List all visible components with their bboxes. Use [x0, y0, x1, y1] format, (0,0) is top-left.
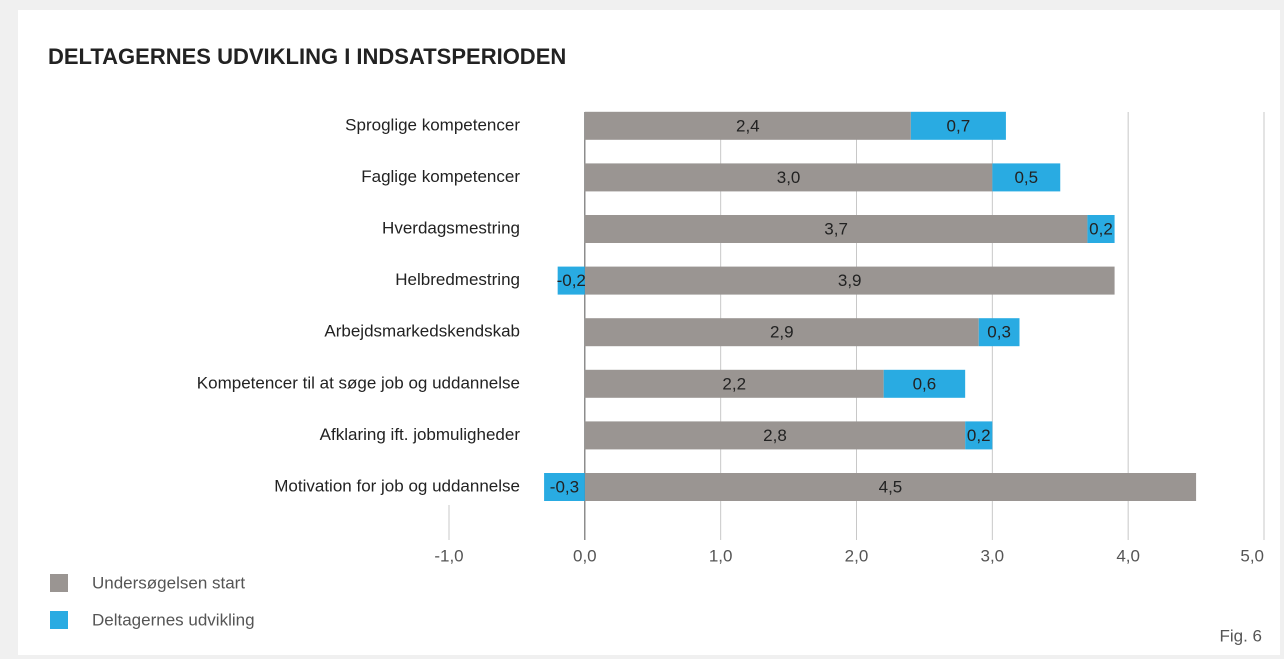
- value-label: -0,3: [550, 477, 579, 496]
- x-tick-label: 5,0: [1240, 546, 1264, 565]
- category-label: Afklaring ift. jobmuligheder: [320, 425, 521, 444]
- bar-segment: [978, 318, 1020, 347]
- value-label: 2,8: [763, 426, 787, 445]
- x-tick-label: -1,0: [434, 546, 463, 565]
- chart-title: DELTAGERNES UDVIKLING I INDSATSPERIODEN: [48, 44, 566, 69]
- bar-segment: [584, 163, 993, 192]
- category-label: Kompetencer til at søge job og uddannels…: [197, 373, 520, 392]
- category-label: Arbejdsmarkedskendskab: [324, 322, 520, 341]
- category-label: Hverdagsmestring: [382, 218, 520, 237]
- bar-segment: [584, 421, 966, 450]
- legend-label: Undersøgelsen start: [92, 573, 245, 592]
- value-label: 2,4: [736, 116, 760, 135]
- value-label: 4,5: [879, 477, 903, 496]
- value-label: 3,7: [824, 219, 848, 238]
- value-label: 0,7: [947, 116, 971, 135]
- bar-segment: [584, 369, 884, 398]
- bar-segment: [965, 421, 993, 450]
- category-label: Sproglige kompetencer: [345, 115, 520, 134]
- bar-segment: [992, 163, 1061, 192]
- value-label: 0,5: [1014, 168, 1038, 187]
- x-tick-label: 2,0: [845, 546, 869, 565]
- value-label: 0,2: [967, 426, 991, 445]
- legend-swatch: [50, 611, 68, 629]
- bar-segment: [544, 473, 585, 501]
- bar-segment: [584, 266, 1115, 295]
- x-tick-label: 3,0: [981, 546, 1005, 565]
- x-tick-label: 1,0: [709, 546, 733, 565]
- figure-note: Fig. 6: [1219, 626, 1262, 645]
- value-label: 0,6: [913, 374, 937, 393]
- bar-segment: [584, 318, 979, 347]
- value-label: 3,0: [777, 168, 801, 187]
- bar-segment: [910, 111, 1006, 140]
- legend-label: Deltagernes udvikling: [92, 610, 255, 629]
- x-tick-label: 4,0: [1116, 546, 1140, 565]
- x-tick-label: 0,0: [573, 546, 597, 565]
- category-label: Motivation for job og uddannelse: [274, 476, 520, 495]
- bar-segment: [557, 266, 585, 295]
- legend-swatch: [50, 574, 68, 592]
- value-label: 0,2: [1089, 219, 1113, 238]
- bar-segment: [584, 111, 911, 140]
- category-label: Helbredmestring: [395, 270, 520, 289]
- value-label: 2,9: [770, 323, 794, 342]
- bar-segment: [584, 473, 1197, 501]
- value-label: 3,9: [838, 271, 862, 290]
- value-label: 2,2: [722, 374, 746, 393]
- category-label: Faglige kompetencer: [361, 167, 520, 186]
- bar-segment: [1087, 215, 1115, 243]
- value-label: 0,3: [987, 323, 1011, 342]
- value-label: -0,2: [557, 271, 586, 290]
- bar-segment: [584, 215, 1088, 243]
- bar-segment: [883, 369, 966, 398]
